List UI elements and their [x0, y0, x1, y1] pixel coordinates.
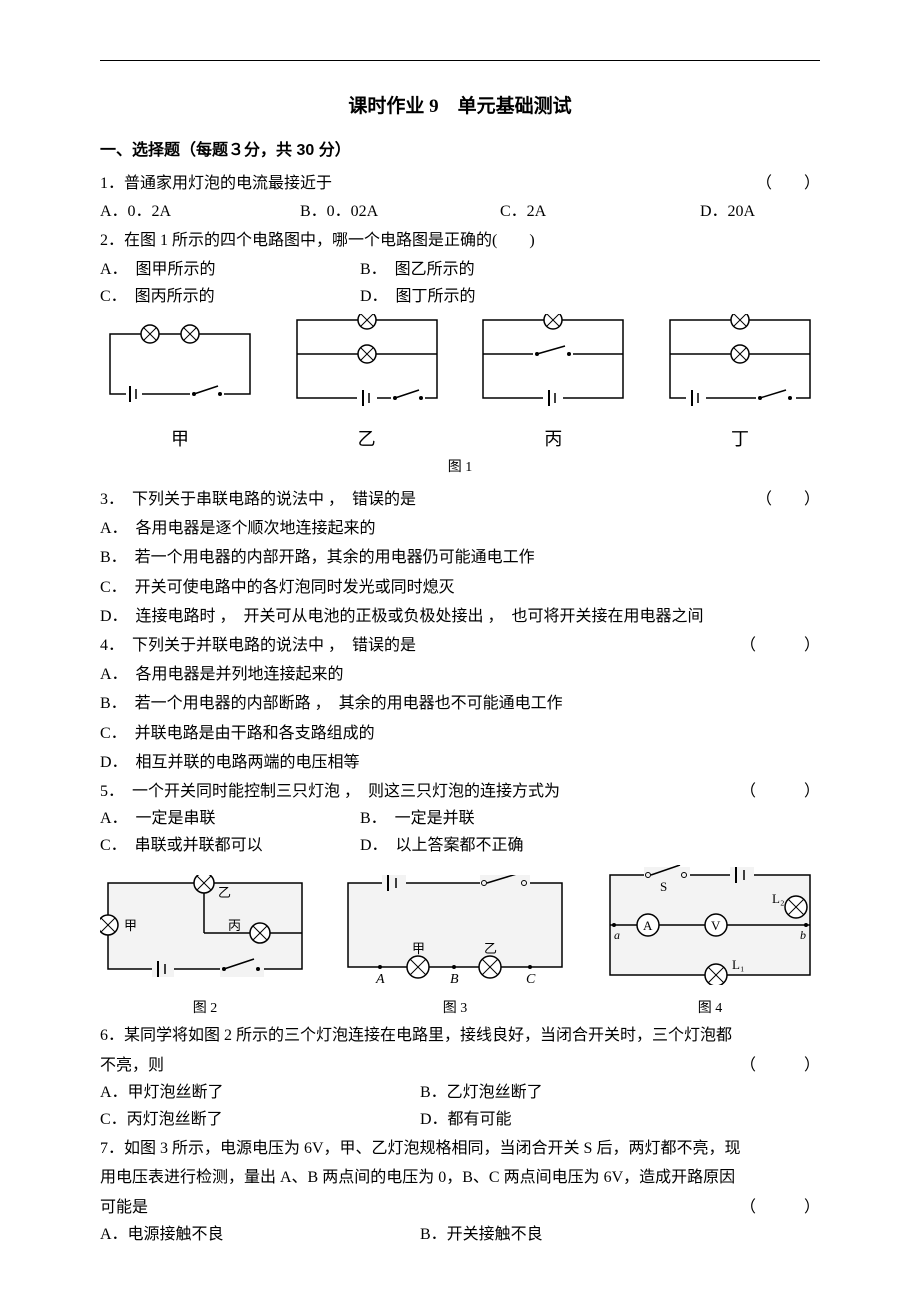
- q5-optB: B． 一定是并联: [360, 805, 620, 832]
- q6-optD: D．都有可能: [420, 1106, 680, 1133]
- q5-stem-row: 5． 一个开关同时能控制三只灯泡 ， 则这三只灯泡的连接方式为 （ ）: [100, 778, 820, 805]
- q3-stem: 3． 下列关于串联电路的说法中 ， 错误的是: [100, 486, 416, 513]
- fig3-point-c: C: [526, 972, 536, 985]
- figure-1-row: 甲 乙: [100, 314, 820, 454]
- fig4-voltmeter-label: V: [711, 918, 721, 933]
- fig4-node-b: b: [800, 928, 806, 942]
- circuit-ding-icon: [660, 314, 820, 414]
- q7-optB: B．开关接触不良: [420, 1221, 680, 1248]
- q3-paren: （ ）: [756, 486, 820, 513]
- q2-row1: A． 图甲所示的 B． 图乙所示的: [100, 256, 820, 283]
- figure-2-caption: 图 2: [100, 997, 310, 1021]
- q7-stem2: 用电压表进行检测，量出 A、B 两点间的电压为 0，B、C 两点间电压为 6V，…: [100, 1164, 820, 1191]
- q6-stem2: 不亮，则: [100, 1052, 164, 1079]
- q1-paren: （ ）: [756, 170, 820, 197]
- fig4-switch-label: S: [660, 879, 667, 894]
- q2-row2: C． 图丙所示的 D． 图丁所示的: [100, 283, 820, 310]
- q2-optC: C． 图丙所示的: [100, 283, 360, 310]
- q7-stem3: 可能是: [100, 1194, 148, 1221]
- circuit-fig4-icon: S A V L₂: [600, 865, 820, 985]
- q2-optB: B． 图乙所示的: [360, 256, 620, 283]
- q4-stem-row: 4． 下列关于并联电路的说法中 ， 错误的是 （ ）: [100, 632, 820, 659]
- q4-paren: （ ）: [740, 632, 820, 659]
- figure-1-caption: 图 1: [100, 456, 820, 480]
- circuit-yi-icon: [287, 314, 447, 414]
- q7-row1: A．电源接触不良 B．开关接触不良: [100, 1221, 820, 1248]
- figure-3-caption: 图 3: [340, 997, 570, 1021]
- figure-1d: 丁: [660, 314, 820, 454]
- q6-optA: A．甲灯泡丝断了: [100, 1079, 420, 1106]
- fig4-l1-label: L₁: [732, 957, 744, 972]
- q6-optC: C．丙灯泡丝断了: [100, 1106, 420, 1133]
- q6-row2: C．丙灯泡丝断了 D．都有可能: [100, 1106, 820, 1133]
- circuit-jia-icon: [100, 324, 260, 414]
- q5-row1: A． 一定是串联 B． 一定是并联: [100, 805, 820, 832]
- q4-optA: A． 各用电器是并列地连接起来的: [100, 661, 820, 688]
- figure-1b-label: 乙: [287, 424, 447, 455]
- q6-stem2-row: 不亮，则 （ ）: [100, 1052, 820, 1079]
- q5-row2: C． 串联或并联都可以 D． 以上答案都不正确: [100, 832, 820, 859]
- circuit-bing-icon: [473, 314, 633, 414]
- circuit-fig3-icon: 甲 乙 A B C: [340, 875, 570, 985]
- q5-optA: A． 一定是串联: [100, 805, 360, 832]
- figure-1a: 甲: [100, 324, 260, 454]
- q7-paren: （ ）: [740, 1194, 820, 1221]
- q5-paren: （ ）: [740, 778, 820, 805]
- q7-stem3-row: 可能是 （ ）: [100, 1194, 820, 1221]
- q5-stem: 5． 一个开关同时能控制三只灯泡 ， 则这三只灯泡的连接方式为: [100, 778, 560, 805]
- q5-optD: D． 以上答案都不正确: [360, 832, 620, 859]
- q1-optB: B．0．02A: [300, 198, 460, 225]
- fig2-lamp-b-label: 乙: [218, 885, 231, 900]
- q1-stem-row: 1．普通家用灯泡的电流最接近于 （ ）: [100, 170, 820, 197]
- q5-optC: C． 串联或并联都可以: [100, 832, 360, 859]
- figure-4: S A V L₂: [600, 865, 820, 1020]
- fig3-point-a: A: [375, 972, 385, 985]
- q7-stem1: 7．如图 3 所示，电源电压为 6V，甲、乙灯泡规格相同，当闭合开关 S 后，两…: [100, 1135, 820, 1162]
- figure-1b: 乙: [287, 314, 447, 454]
- q6-row1: A．甲灯泡丝断了 B．乙灯泡丝断了: [100, 1079, 820, 1106]
- figure-1d-label: 丁: [660, 424, 820, 455]
- figure-2: 甲 乙 丙 图 2: [100, 875, 310, 1020]
- figure-234-row: 甲 乙 丙 图 2: [100, 865, 820, 1020]
- fig4-node-a: a: [614, 928, 620, 942]
- q4-optB: B． 若一个用电器的内部断路 ， 其余的用电器也不可能通电工作: [100, 690, 820, 717]
- q6-paren: （ ）: [740, 1052, 820, 1079]
- fig3-lamp-a-label: 甲: [412, 941, 425, 956]
- section-1-heading: 一、选择题（每题３分，共 30 分）: [100, 137, 820, 164]
- document-title: 课时作业 9 单元基础测试: [100, 91, 820, 123]
- q1-optC: C．2A: [500, 198, 660, 225]
- fig3-point-b: B: [450, 972, 459, 985]
- fig3-lamp-b-label: 乙: [484, 941, 497, 956]
- q3-optA: A． 各用电器是逐个顺次地连接起来的: [100, 515, 820, 542]
- q1-options: A．0．2A B．0．02A C．2A D．20A: [100, 198, 820, 225]
- q3-stem-row: 3． 下列关于串联电路的说法中 ， 错误的是 （ ）: [100, 486, 820, 513]
- figure-1c-label: 丙: [473, 424, 633, 455]
- fig2-lamp-a-label: 甲: [124, 918, 137, 933]
- top-rule: [100, 60, 820, 61]
- figure-1a-label: 甲: [100, 424, 260, 455]
- q2-optA: A． 图甲所示的: [100, 256, 360, 283]
- q4-stem: 4． 下列关于并联电路的说法中 ， 错误的是: [100, 632, 416, 659]
- q1-optA: A．0．2A: [100, 198, 260, 225]
- q4-optD: D． 相互并联的电路两端的电压相等: [100, 749, 820, 776]
- q7-optA: A．电源接触不良: [100, 1221, 420, 1248]
- q3-optC: C． 开关可使电路中的各灯泡同时发光或同时熄灭: [100, 574, 820, 601]
- figure-3: 甲 乙 A B C 图 3: [340, 875, 570, 1020]
- q1-stem: 1．普通家用灯泡的电流最接近于: [100, 170, 332, 197]
- q3-optB: B． 若一个用电器的内部开路，其余的用电器仍可能通电工作: [100, 544, 820, 571]
- q4-optC: C． 并联电路是由干路和各支路组成的: [100, 720, 820, 747]
- circuit-fig2-icon: 甲 乙 丙: [100, 875, 310, 985]
- fig4-ammeter-label: A: [643, 918, 653, 933]
- fig4-l2-label: L₂: [772, 891, 784, 906]
- figure-4-caption: 图 4: [600, 997, 820, 1021]
- figure-1c: 丙: [473, 314, 633, 454]
- q2-optD: D． 图丁所示的: [360, 283, 620, 310]
- q3-optD: D． 连接电路时 ， 开关可从电池的正极或负极处接出 ， 也可将开关接在用电器之…: [100, 603, 820, 630]
- q1-optD: D．20A: [700, 198, 755, 225]
- q6-optB: B．乙灯泡丝断了: [420, 1079, 680, 1106]
- q2-stem: 2．在图 1 所示的四个电路图中，哪一个电路图是正确的( ): [100, 227, 820, 254]
- fig2-lamp-c-label: 丙: [228, 918, 241, 933]
- q6-stem1: 6．某同学将如图 2 所示的三个灯泡连接在电路里，接线良好，当闭合开关时，三个灯…: [100, 1022, 820, 1049]
- page: 课时作业 9 单元基础测试 一、选择题（每题３分，共 30 分） 1．普通家用灯…: [0, 0, 920, 1302]
